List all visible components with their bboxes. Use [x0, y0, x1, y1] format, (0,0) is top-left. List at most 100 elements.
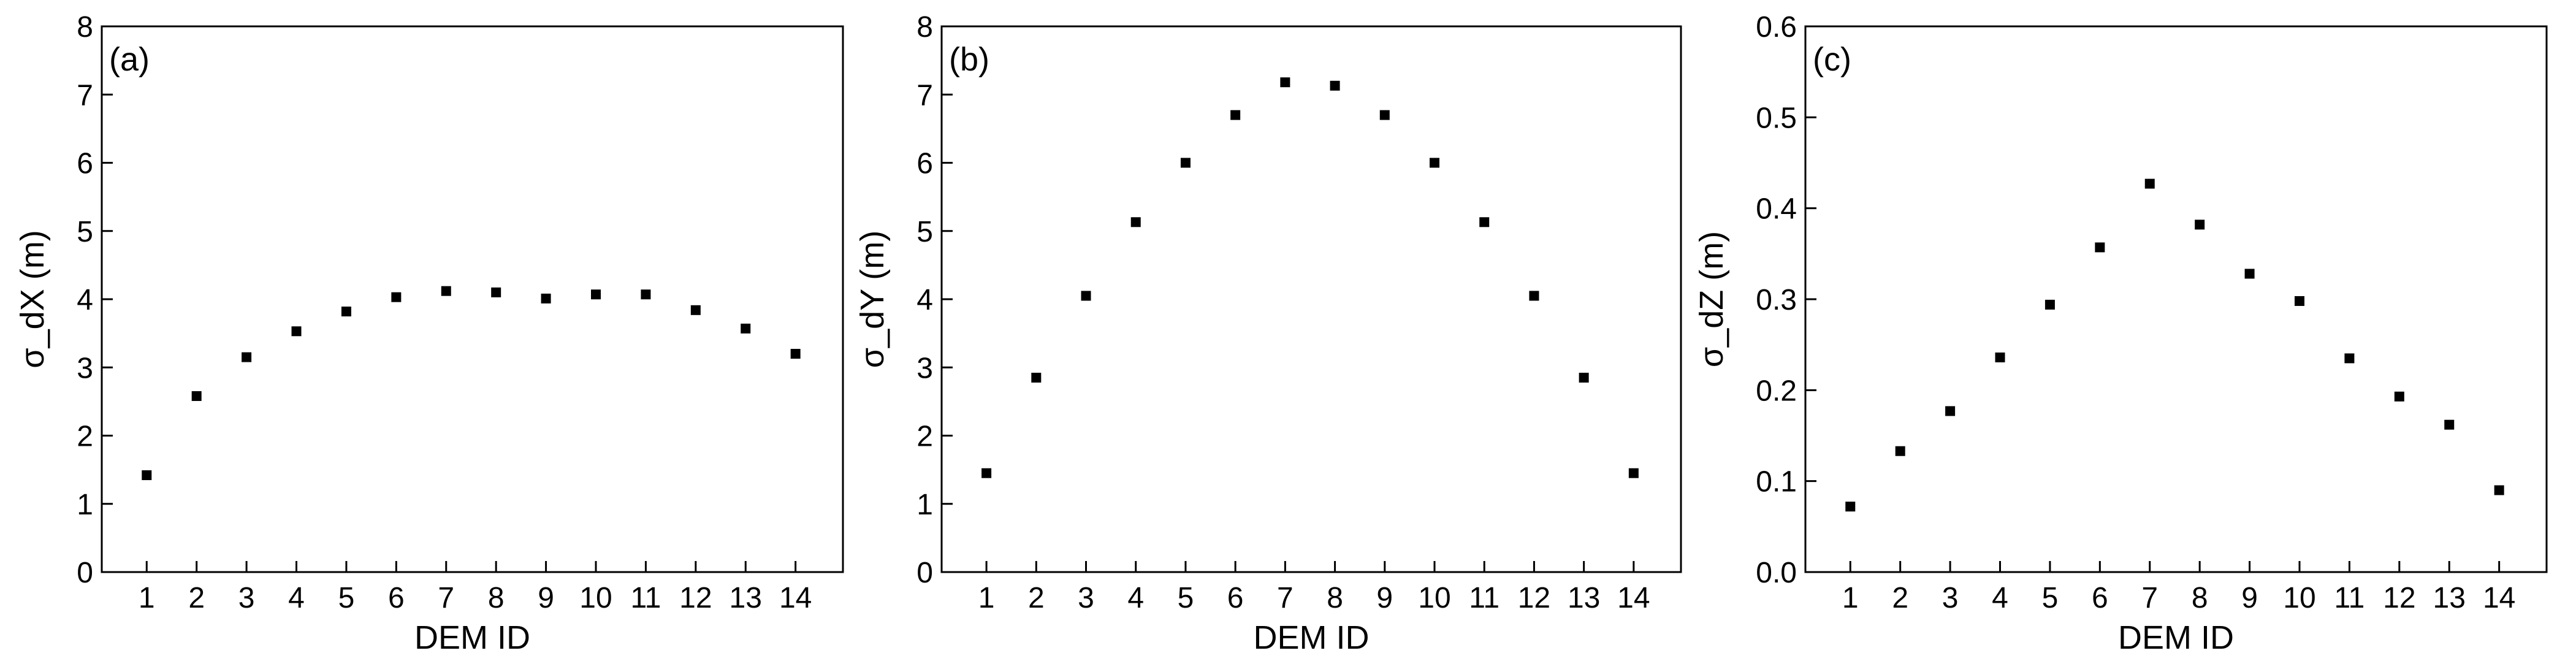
- x-tick-label: 10: [579, 582, 612, 614]
- y-axis-label: σ_dZ (m): [1693, 231, 1730, 367]
- y-tick-label: 8: [77, 11, 93, 44]
- marker: [1081, 291, 1091, 301]
- y-tick-label: 4: [916, 284, 933, 316]
- x-tick-label: 7: [1277, 582, 1294, 614]
- x-tick-label: 13: [1568, 582, 1600, 614]
- y-tick-label: 8: [916, 11, 933, 44]
- y-axis-label: σ_dX (m): [14, 230, 51, 368]
- x-axis-label: DEM ID: [2118, 619, 2234, 656]
- marker: [1579, 372, 1589, 383]
- x-tick-label: 6: [1227, 582, 1244, 614]
- marker: [541, 293, 551, 304]
- x-tick-label: 13: [730, 582, 762, 614]
- marker: [741, 323, 751, 334]
- y-tick-label: 0.4: [1756, 193, 1797, 226]
- y-tick-label: 5: [77, 216, 93, 248]
- marker: [2444, 419, 2455, 430]
- x-tick-label: 5: [1178, 582, 1194, 614]
- x-tick-label: 7: [2141, 582, 2158, 614]
- x-tick-label: 2: [1892, 582, 1908, 614]
- marker: [2095, 242, 2105, 253]
- x-tick-label: 1: [139, 582, 155, 614]
- y-tick-label: 2: [77, 421, 93, 453]
- x-tick-label: 14: [1617, 582, 1650, 614]
- y-tick-label: 0.0: [1756, 557, 1797, 589]
- y-tick-label: 0: [916, 557, 933, 589]
- marker: [142, 470, 152, 481]
- y-tick-label: 6: [77, 148, 93, 180]
- marker: [2244, 269, 2255, 279]
- marker: [591, 289, 601, 300]
- marker: [391, 292, 402, 302]
- x-tick-label: 10: [2283, 582, 2315, 614]
- x-tick-label: 1: [1842, 582, 1859, 614]
- marker: [1628, 468, 1639, 478]
- marker: [2044, 299, 2055, 310]
- marker: [641, 289, 651, 300]
- x-tick-label: 4: [1992, 582, 2008, 614]
- marker: [441, 286, 451, 296]
- x-tick-label: 10: [1418, 582, 1450, 614]
- plot-frame: [1804, 25, 2548, 573]
- marker: [1130, 217, 1141, 227]
- y-tick-label: 0: [77, 557, 93, 589]
- marker: [2494, 485, 2504, 495]
- marker: [2144, 178, 2155, 189]
- y-tick-label: 0.1: [1756, 466, 1797, 498]
- x-tick-label: 11: [631, 582, 661, 614]
- marker: [1430, 158, 1439, 168]
- x-tick-label: 4: [1127, 582, 1144, 614]
- marker: [690, 305, 701, 315]
- x-tick-label: 11: [2334, 582, 2365, 614]
- x-tick-label: 3: [1942, 582, 1959, 614]
- marker: [1895, 446, 1905, 456]
- x-tick-label: 2: [188, 582, 205, 614]
- x-tick-label: 5: [2042, 582, 2059, 614]
- marker: [2295, 296, 2304, 306]
- x-tick-label: 9: [538, 582, 554, 614]
- marker: [2195, 220, 2205, 230]
- x-tick-label: 14: [2483, 582, 2515, 614]
- x-tick-label: 8: [1327, 582, 1343, 614]
- y-axis-label: σ_dY (m): [854, 231, 891, 368]
- marker: [1180, 158, 1191, 168]
- y-tick-label: 7: [916, 79, 933, 112]
- x-tick-label: 9: [2241, 582, 2258, 614]
- x-tick-label: 12: [679, 582, 712, 614]
- panel: 0.00.10.20.30.40.50.61 2 3 4 5 6 7 8 9 10 11 12 13 14…: [1693, 11, 2548, 656]
- panel-annotation: (b): [949, 41, 989, 78]
- y-tick-label: 3: [77, 352, 93, 384]
- panel-annotation: (c): [1813, 41, 1851, 78]
- y-tick-label: 0.2: [1756, 375, 1797, 407]
- x-axis-label: DEM ID: [414, 619, 530, 656]
- x-tick-label: 3: [238, 582, 255, 614]
- y-tick-label: 0.6: [1756, 11, 1797, 44]
- x-tick-label: 9: [1376, 582, 1393, 614]
- y-tick-label: 6: [916, 148, 933, 180]
- y-tick-label: 0.3: [1756, 284, 1797, 316]
- x-tick-label: 13: [2433, 582, 2466, 614]
- x-tick-label: 11: [1469, 582, 1499, 614]
- y-tick-label: 2: [916, 421, 933, 453]
- marker: [2394, 391, 2404, 402]
- x-tick-label: 14: [779, 582, 812, 614]
- x-tick-label: 5: [338, 582, 355, 614]
- x-tick-label: 6: [2092, 582, 2108, 614]
- marker: [2344, 353, 2355, 364]
- marker: [341, 307, 351, 317]
- marker: [1280, 77, 1290, 88]
- marker: [1529, 291, 1539, 301]
- marker: [1945, 406, 1956, 416]
- marker: [981, 468, 992, 478]
- x-axis-label: DEM ID: [1254, 619, 1370, 656]
- marker: [242, 352, 252, 362]
- marker: [191, 391, 202, 401]
- y-tick-label: 1: [77, 489, 93, 521]
- y-tick-label: 0.5: [1756, 102, 1797, 134]
- x-tick-label: 8: [488, 582, 505, 614]
- x-tick-label: 12: [1518, 582, 1550, 614]
- marker: [1330, 80, 1340, 91]
